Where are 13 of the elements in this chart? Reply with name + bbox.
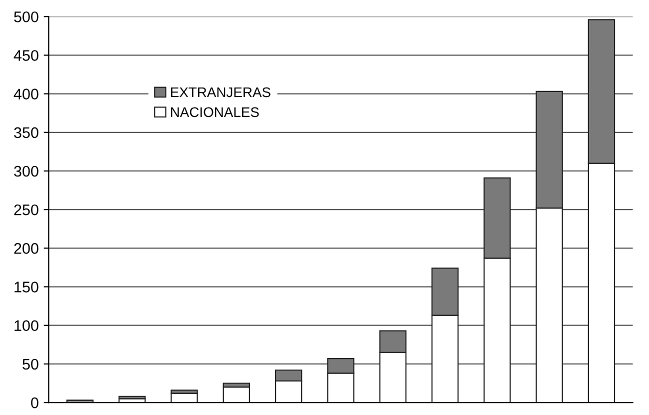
y-tick-label: 450 (14, 50, 38, 61)
y-tick-label: 300 (14, 166, 38, 177)
legend-label: NACIONALES (171, 107, 259, 118)
legend-label: EXTRANJERAS (171, 87, 270, 98)
y-tick-label: 100 (14, 320, 38, 332)
y-tick-label: 50 (22, 358, 38, 370)
y-tick-label: 150 (14, 282, 38, 292)
y-tick-label: 350 (14, 127, 38, 138)
y-tick-label: 500 (14, 11, 38, 22)
y-tick-label: 0 (31, 397, 38, 408)
y-tick-label: 250 (14, 204, 38, 216)
y-tick-label: 200 (14, 243, 38, 254)
y-tick-label: 400 (14, 88, 38, 100)
